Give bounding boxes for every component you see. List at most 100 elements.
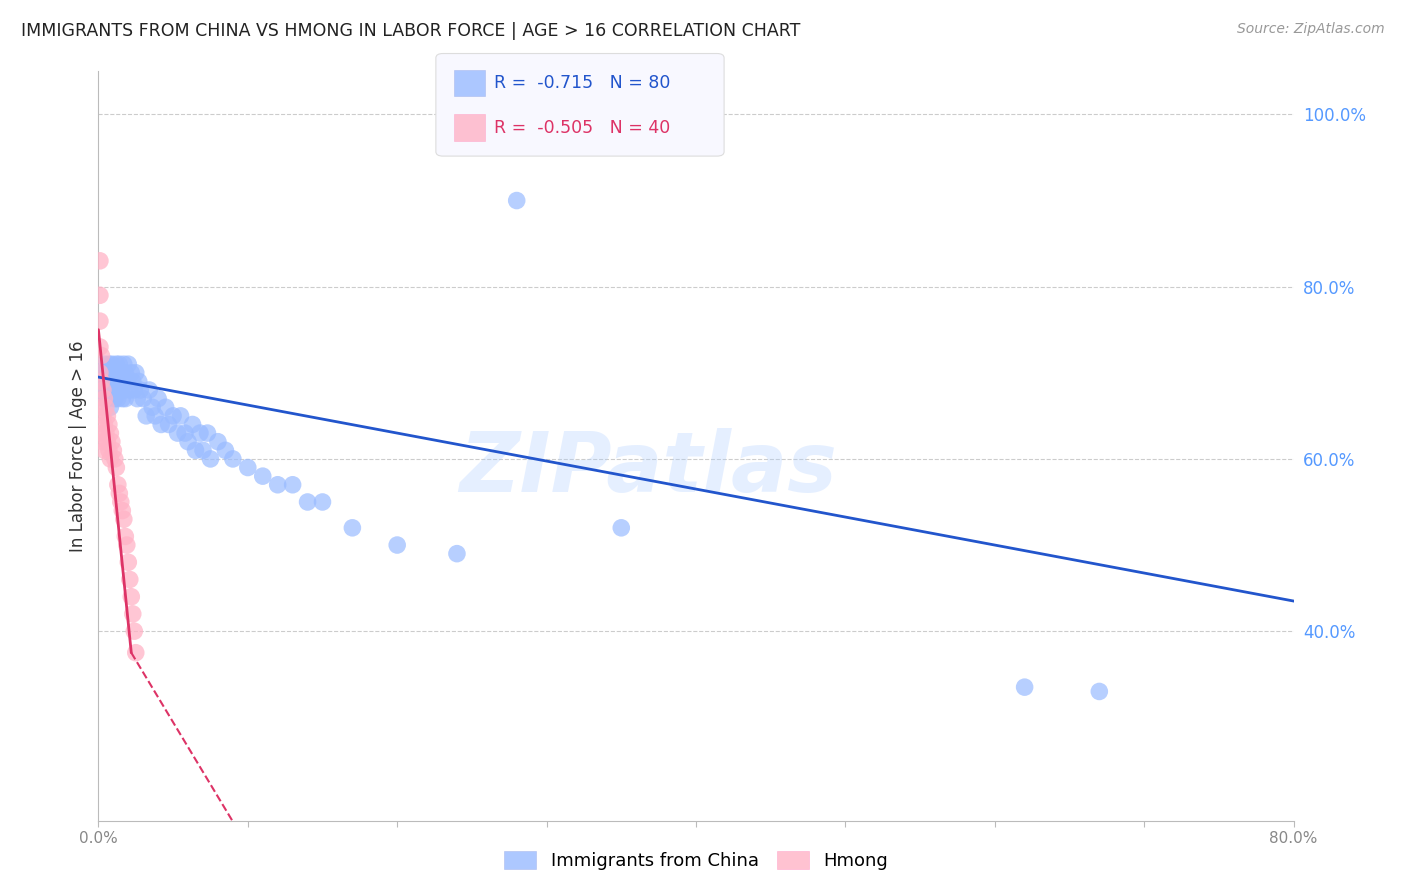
Point [162, 409, 184, 423]
Point [93, 392, 115, 406]
Point [117, 357, 139, 371]
Point [94, 401, 117, 415]
Point [108, 486, 131, 500]
Point [93, 392, 115, 406]
Point [110, 366, 132, 380]
Point [252, 469, 274, 483]
Point [112, 357, 135, 371]
Point [96, 409, 118, 423]
Text: R =  -0.715   N = 80: R = -0.715 N = 80 [494, 74, 669, 92]
Text: Source: ZipAtlas.com: Source: ZipAtlas.com [1237, 22, 1385, 37]
Point [157, 417, 180, 432]
Point [127, 392, 149, 406]
Point [169, 409, 191, 423]
Point [118, 383, 141, 397]
Point [101, 375, 124, 389]
Point [98, 366, 122, 380]
Point [108, 375, 131, 389]
Text: IMMIGRANTS FROM CHINA VS HMONG IN LABOR FORCE | AGE > 16 CORRELATION CHART: IMMIGRANTS FROM CHINA VS HMONG IN LABOR … [21, 22, 800, 40]
Legend: Immigrants from China, Hmong: Immigrants from China, Hmong [498, 845, 894, 875]
Point [121, 375, 143, 389]
Point [89, 366, 111, 380]
Point [197, 426, 219, 441]
Point [191, 443, 214, 458]
Point [97, 383, 120, 397]
Point [115, 375, 138, 389]
Text: R =  -0.505   N = 40: R = -0.505 N = 40 [494, 119, 669, 136]
Point [124, 624, 146, 639]
Point [96, 375, 118, 389]
Point [132, 392, 155, 406]
Point [96, 434, 118, 449]
Point [115, 538, 138, 552]
Point [91, 434, 114, 449]
Point [150, 417, 173, 432]
Point [98, 451, 122, 466]
Point [105, 357, 128, 371]
Point [98, 426, 122, 441]
Point [112, 383, 135, 397]
Point [222, 451, 245, 466]
Point [135, 409, 157, 423]
Point [105, 383, 128, 397]
Point [129, 383, 152, 397]
Point [90, 426, 112, 441]
Point [93, 443, 115, 458]
Point [236, 460, 259, 475]
Point [103, 443, 125, 458]
Point [104, 392, 127, 406]
Point [105, 460, 128, 475]
Point [104, 375, 127, 389]
Point [101, 357, 124, 371]
Point [120, 366, 142, 380]
Point [91, 366, 114, 380]
Point [114, 392, 136, 406]
Point [90, 370, 112, 384]
Point [166, 426, 188, 441]
Point [311, 495, 333, 509]
Point [111, 375, 134, 389]
Point [97, 443, 120, 458]
Point [188, 426, 211, 441]
Point [214, 443, 236, 458]
Point [446, 547, 468, 561]
Point [111, 503, 134, 517]
Point [111, 392, 134, 406]
Point [120, 590, 142, 604]
Point [89, 253, 111, 268]
Point [128, 375, 150, 389]
Point [103, 366, 125, 380]
Point [97, 417, 120, 432]
Y-axis label: In Labor Force | Age > 16: In Labor Force | Age > 16 [69, 340, 87, 552]
Point [93, 417, 115, 432]
Point [89, 378, 111, 392]
Point [89, 288, 111, 302]
Point [184, 443, 207, 458]
Point [506, 194, 529, 208]
Point [155, 401, 177, 415]
Point [107, 392, 129, 406]
Point [342, 521, 364, 535]
Point [103, 383, 125, 397]
Point [104, 451, 127, 466]
Point [110, 495, 132, 509]
Point [1014, 680, 1036, 694]
Point [267, 477, 290, 491]
Point [138, 383, 160, 397]
Point [143, 409, 166, 423]
Point [114, 366, 136, 380]
Point [385, 538, 409, 552]
Text: ZIPatlas: ZIPatlas [460, 428, 837, 509]
Point [125, 646, 148, 660]
Point [89, 314, 111, 328]
Point [181, 417, 204, 432]
Point [177, 434, 200, 449]
Point [174, 426, 197, 441]
Point [118, 573, 141, 587]
Point [297, 495, 319, 509]
Point [141, 401, 163, 415]
Point [91, 383, 114, 397]
Point [125, 366, 148, 380]
Point [281, 477, 304, 491]
Point [94, 426, 117, 441]
